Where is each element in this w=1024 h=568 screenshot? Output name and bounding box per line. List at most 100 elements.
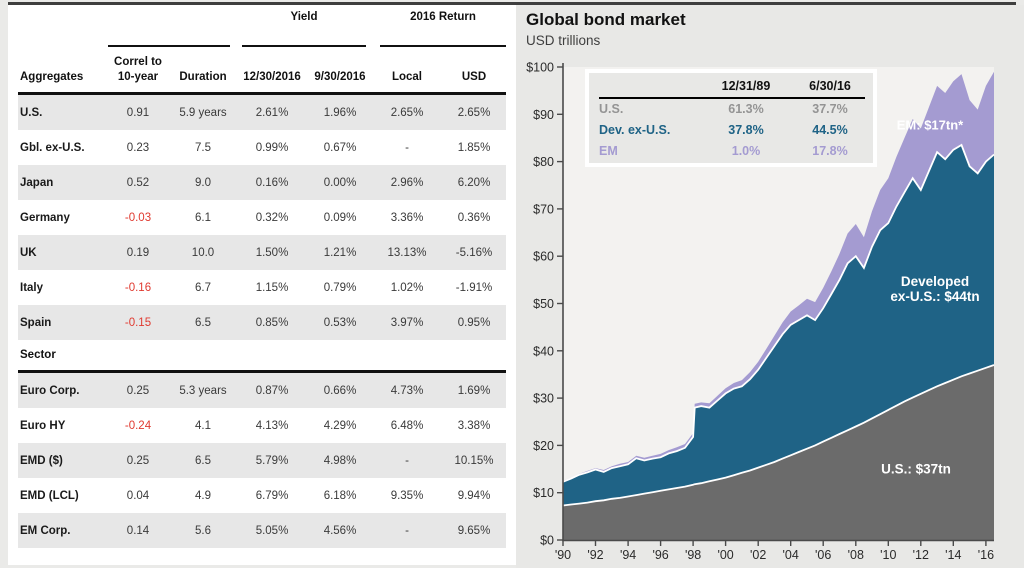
yield-group-header: Yield — [242, 11, 366, 47]
x-tick-label: '02 — [750, 548, 766, 562]
table-section-row: Sector — [18, 340, 506, 373]
table-cell: 1.21% — [323, 246, 357, 259]
return-group-header: 2016 Return — [380, 11, 506, 47]
x-tick-label: '90 — [555, 548, 571, 562]
table-cell: - — [405, 454, 409, 467]
table-cell: 10.15% — [454, 454, 494, 467]
table-cell: 9.0 — [195, 176, 211, 189]
table-cell: 0.14 — [126, 524, 150, 537]
y-tick-label: $90 — [533, 108, 554, 122]
legend-name: EM — [599, 144, 618, 158]
table-cell: -0.03 — [124, 211, 152, 224]
table-cell: 4.98% — [323, 454, 357, 467]
table-cell: 2.96% — [390, 176, 424, 189]
table-cell: 2.65% — [390, 106, 424, 119]
table-cell: 4.13% — [255, 419, 289, 432]
legend-name: U.S. — [599, 102, 624, 116]
legend-rows: U.S. 61.3% 37.7% Dev. ex-U.S. 37.8% 44.5% EM 1.… — [599, 99, 865, 162]
em-area-label: EM: $17tn* — [896, 117, 964, 133]
top-divider-rule — [8, 2, 1016, 5]
table-cell: - — [405, 524, 409, 537]
chart-title: Global bond market — [526, 10, 686, 29]
table-cell: 0.66% — [323, 384, 357, 397]
y-tick-label: $100 — [526, 61, 554, 75]
table-cell: 0.36% — [457, 211, 491, 224]
table-row: U.S. 0.91 5.9 years 2.61% 1.96% 2.65% 2.65% — [18, 95, 506, 130]
table-cell: 5.6 — [195, 524, 211, 537]
table-cell: 5.05% — [255, 524, 289, 537]
table-body: U.S. 0.91 5.9 years 2.61% 1.96% 2.65% 2.65% Gbl… — [18, 95, 506, 548]
legend-row: Dev. ex-U.S. 37.8% 44.5% — [599, 120, 865, 141]
correl-duration-group-underline — [108, 11, 230, 47]
table-cell: - — [405, 141, 409, 154]
table-cell: 0.00% — [323, 176, 357, 189]
table-cell: 0.67% — [323, 141, 357, 154]
global-bond-market-panel: $0 $10 $20 $30 $40 $50 $60 $70 $80 $90 $100 '90 '92 '… — [516, 5, 1024, 568]
table-cell: 1.02% — [390, 281, 424, 294]
row-label: Gbl. ex-U.S. — [20, 141, 85, 154]
row-label: Spain — [20, 316, 52, 329]
legend-col-header-2016: 6/30/16 — [809, 79, 851, 93]
table-cell: 2.61% — [255, 106, 289, 119]
stacked-area-chart: $0 $10 $20 $30 $40 $50 $60 $70 $80 $90 $100 '90 '92 '… — [526, 61, 995, 562]
table-cell: 0.91 — [126, 106, 150, 119]
table-cell: 3.36% — [390, 211, 424, 224]
legend-row: U.S. 61.3% 37.7% — [599, 99, 865, 120]
dev-exus-label-line1: Developed — [900, 274, 970, 289]
legend-value: 37.8% — [728, 123, 764, 137]
table-cell: 4.73% — [390, 384, 424, 397]
table-cell: 3.38% — [457, 419, 491, 432]
table-cell: 6.5 — [195, 316, 211, 329]
table-cell: 1.85% — [457, 141, 491, 154]
table-row: Germany -0.03 6.1 0.32% 0.09% 3.36% 0.36% — [18, 200, 506, 235]
table-row: Italy -0.16 6.7 1.15% 0.79% 1.02% -1.91% — [18, 270, 506, 305]
table-cell: 10.0 — [191, 246, 215, 259]
y-tick-label: $20 — [533, 439, 554, 453]
col-header-local: Local — [391, 70, 423, 83]
table-cell: 1.96% — [323, 106, 357, 119]
table-cell: 0.04 — [126, 489, 150, 502]
x-tick-label: '04 — [783, 548, 799, 562]
table-row: EMD ($) 0.25 6.5 5.79% 4.98% - 10.15% — [18, 443, 506, 478]
table-cell: -0.15 — [124, 316, 152, 329]
table-cell: 4.56% — [323, 524, 357, 537]
table-cell: 6.5 — [195, 454, 211, 467]
x-tick-label: '08 — [848, 548, 864, 562]
table-row: EM Corp. 0.14 5.6 5.05% 4.56% - 9.65% — [18, 513, 506, 548]
table-cell: 4.1 — [195, 419, 211, 432]
table-cell: 3.97% — [390, 316, 424, 329]
return-group-label: 2016 Return — [410, 11, 476, 23]
table-cell: -5.16% — [455, 246, 493, 259]
col-header-aggregates: Aggregates — [20, 70, 84, 83]
table-group-header-row: Yield 2016 Return — [18, 11, 506, 47]
y-tick-label: $80 — [533, 155, 554, 169]
table-cell: 0.19 — [126, 246, 150, 259]
col-header-usd: USD — [461, 70, 487, 83]
table-cell: 2.65% — [457, 106, 491, 119]
table-cell: 6.7 — [195, 281, 211, 294]
x-tick-label: '94 — [620, 548, 636, 562]
table-cell: 4.29% — [323, 419, 357, 432]
x-tick-label: '12 — [913, 548, 929, 562]
dev-exus-label-line2: ex-U.S.: $44tn — [890, 289, 980, 304]
table-cell: 6.79% — [255, 489, 289, 502]
table-row: Euro Corp. 0.25 5.3 years 0.87% 0.66% 4.73% 1.… — [18, 373, 506, 408]
table-cell: 0.25 — [126, 384, 150, 397]
table-cell: 0.85% — [255, 316, 289, 329]
row-label: EMD (LCL) — [20, 489, 79, 502]
row-label: Euro HY — [20, 419, 66, 432]
y-tick-label: $60 — [533, 250, 554, 264]
legend-header-row: 12/31/89 6/30/16 — [599, 76, 865, 99]
table-row: UK 0.19 10.0 1.50% 1.21% 13.13% -5.16% — [18, 235, 506, 270]
col-header-duration: Duration — [179, 70, 227, 83]
legend-value: 1.0% — [731, 144, 761, 158]
legend-value: 44.5% — [812, 123, 848, 137]
table-cell: 6.48% — [390, 419, 424, 432]
table-cell: 5.3 years — [179, 384, 227, 397]
col-header-yield-0930: 9/30/2016 — [314, 70, 366, 83]
x-tick-label: '00 — [717, 548, 733, 562]
chart-subtitle: USD trillions — [526, 33, 601, 48]
table-cell: 9.94% — [457, 489, 491, 502]
y-tick-label: $50 — [533, 297, 554, 311]
y-tick-label: $40 — [533, 344, 554, 358]
